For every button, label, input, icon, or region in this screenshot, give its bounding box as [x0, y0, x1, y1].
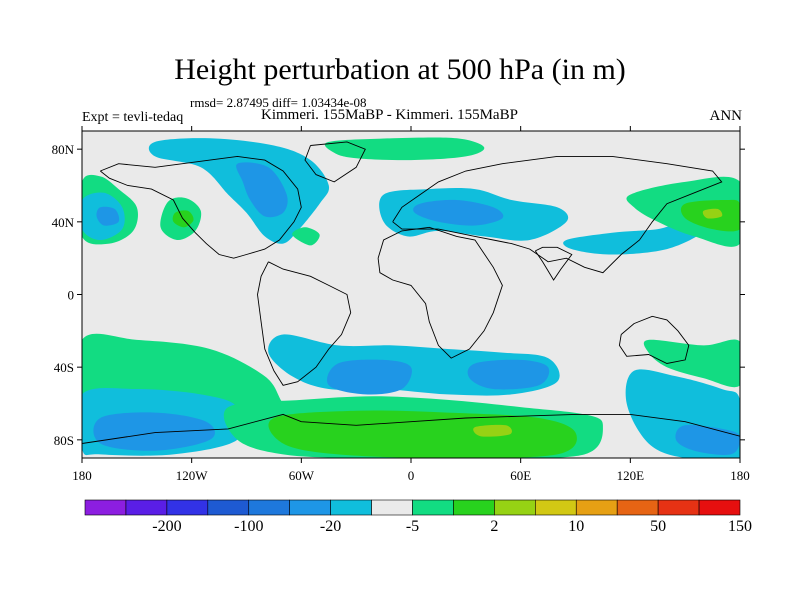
contour-region-blue-east-south-core	[675, 425, 740, 455]
coastline-eurasia	[392, 155, 723, 274]
contour-region-blue-europe-core	[413, 199, 504, 226]
colorbar-swatch	[125, 499, 168, 516]
contour-region-cyan-asia-coast	[563, 221, 704, 255]
contour-region-yellow-ne-asia-peak	[702, 208, 723, 219]
colorbar-label: 150	[728, 518, 752, 535]
coastline-africa	[377, 226, 503, 359]
contour-region-yellow-southern-peak	[473, 424, 512, 437]
colorbar-swatch	[84, 499, 127, 516]
colorbar-swatch	[412, 499, 454, 516]
contour-fill-layer	[82, 137, 740, 458]
contour-region-lime-southern-core	[268, 410, 577, 458]
colorbar-swatch	[535, 499, 577, 516]
x-tick-label: 0	[408, 468, 415, 483]
coastline-greenland	[304, 141, 366, 183]
y-tick-label: 80S	[54, 433, 74, 448]
contour-region-blue-south-pacific-core	[93, 412, 215, 451]
colorbar-swatch	[248, 499, 290, 516]
x-tick-label: 120E	[617, 468, 645, 483]
colorbar-swatch	[207, 499, 250, 516]
colorbar-swatch	[289, 499, 331, 516]
x-tick-label: 60W	[289, 468, 315, 483]
coastline-south-america	[257, 261, 352, 386]
y-tick-label: 80N	[52, 142, 75, 157]
coastline-antarctica-edge	[82, 413, 740, 444]
colorbar-swatch	[330, 499, 372, 516]
contour-region-blue-north-pacific-core	[96, 206, 120, 226]
colorbar-label: -200	[152, 518, 181, 535]
y-tick-label: 40S	[54, 360, 74, 375]
contour-region-blue-south-atlantic-core	[326, 359, 412, 395]
axis-ticks: 180 120W 60W 0 60E 120E 180 80N 40N 0 40S 80S	[52, 126, 750, 483]
colorbar-swatch	[698, 499, 741, 516]
coastline-india	[534, 246, 573, 281]
colorbar-label: -100	[234, 518, 263, 535]
x-tick-label: 120W	[176, 468, 209, 483]
colorbar-swatch	[657, 499, 700, 516]
colorbar-swatch	[494, 499, 536, 516]
x-tick-label: 180	[72, 468, 92, 483]
contour-region-cyan-na-arctic	[148, 138, 330, 244]
contour-region-green-arctic-cap	[324, 137, 485, 161]
colorbar-swatch	[616, 499, 659, 516]
colorbar-swatch	[371, 499, 413, 516]
colorbar-label: -20	[320, 518, 341, 535]
colorbar-label: 50	[650, 518, 666, 535]
colorbar: -200 -100 -20 -5 2 10 50 150	[84, 499, 752, 535]
experiment-label: Expt = tevli-tedaq	[82, 110, 184, 125]
colorbar-label: 10	[568, 518, 584, 535]
map-title: Height perturbation at 500 hPa (in m)	[174, 53, 626, 86]
contour-region-green-small-atlantic	[292, 227, 320, 246]
x-tick-label: 180	[730, 468, 750, 483]
contour-region-blue-south-indian-core	[467, 359, 550, 390]
colorbar-label: -5	[406, 518, 419, 535]
colorbar-swatch	[453, 499, 495, 516]
coastline-north-america	[100, 155, 302, 259]
contour-region-blue-na-core	[236, 162, 288, 218]
stats-line: rmsd= 2.87495 diff= 1.03434e-08	[190, 95, 367, 110]
contour-region-green-east-south-upper	[643, 339, 740, 388]
y-tick-label: 0	[68, 288, 75, 303]
y-tick-label: 40N	[52, 215, 75, 230]
x-tick-label: 60E	[510, 468, 531, 483]
coastline-layer	[82, 141, 740, 444]
colorbar-label: 2	[490, 518, 498, 535]
colorbar-swatch	[575, 499, 618, 516]
season-label: ANN	[709, 108, 743, 124]
case-label: Kimmeri. 155MaBP - Kimmeri. 155MaBP	[261, 107, 518, 123]
colorbar-swatch	[166, 499, 209, 516]
coastline-australia	[618, 315, 690, 364]
